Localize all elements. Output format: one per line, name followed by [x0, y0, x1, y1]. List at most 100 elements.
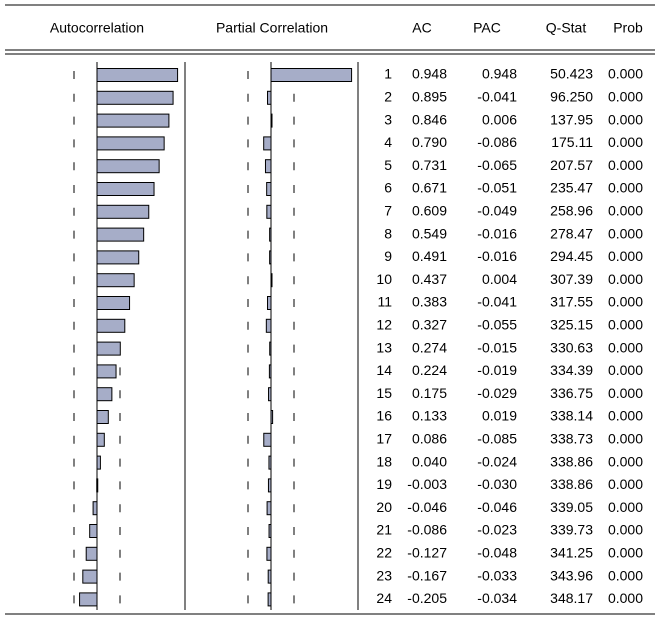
pac-bar [267, 592, 272, 607]
lag: 5 [384, 157, 392, 173]
pac-bar [266, 501, 272, 516]
lag: 13 [376, 339, 392, 355]
ac-bar [96, 296, 131, 310]
ac-value: 0.383 [412, 294, 447, 310]
pac-value: -0.029 [477, 385, 517, 401]
lag: 11 [377, 294, 392, 310]
pac-bar [270, 113, 273, 128]
lag: 9 [384, 248, 392, 264]
pac-bar [265, 318, 272, 333]
ac-bar [96, 364, 117, 379]
pac-value: -0.051 [477, 180, 517, 196]
pac-value: 0.004 [482, 271, 517, 287]
prob: 0.000 [608, 317, 643, 333]
ac-bar [96, 68, 179, 82]
lag: 16 [376, 408, 392, 424]
pac-bar [268, 455, 272, 470]
lag: 22 [376, 545, 392, 561]
ac-bar [96, 318, 126, 333]
pac-bar [269, 227, 272, 242]
prob: 0.000 [608, 339, 643, 355]
prob: 0.000 [608, 385, 643, 401]
pac-value: -0.048 [477, 545, 517, 561]
prob: 0.000 [608, 89, 643, 105]
ac-bar [96, 273, 135, 288]
lag: 3 [384, 111, 392, 127]
prob: 0.000 [608, 431, 643, 447]
q-stat: 339.73 [550, 522, 593, 538]
lag: 10 [376, 271, 392, 287]
pac-bar [266, 204, 272, 219]
prob: 0.000 [608, 499, 643, 515]
lag: 6 [384, 180, 392, 196]
prob: 0.000 [608, 590, 643, 606]
lag: 18 [376, 453, 392, 469]
pac-bar [270, 273, 273, 288]
q-stat: 278.47 [550, 225, 593, 241]
pac-bar [270, 410, 274, 424]
lag: 8 [384, 225, 392, 241]
ac-value: 0.948 [412, 66, 447, 82]
q-stat: 294.45 [550, 248, 593, 264]
ac-value: 0.846 [412, 111, 447, 127]
q-stat: 339.05 [550, 499, 593, 515]
pac-value: -0.023 [477, 522, 517, 538]
pac-value: -0.046 [477, 499, 517, 515]
ac-bar [96, 341, 121, 356]
prob: 0.000 [608, 545, 643, 561]
ac-bar [96, 90, 174, 105]
ac-value: 0.274 [412, 339, 447, 355]
lag: 21 [376, 522, 392, 538]
pac-value: -0.030 [477, 476, 517, 492]
ac-value: -0.003 [407, 476, 447, 492]
ac-bar [96, 227, 145, 242]
pac-bar [269, 341, 272, 356]
ac-value: 0.175 [412, 385, 447, 401]
ac-bar [89, 524, 98, 538]
pac-value: -0.086 [477, 134, 517, 150]
header: Prob [613, 20, 643, 36]
ac-value: 0.086 [412, 431, 447, 447]
ac-value: 0.040 [412, 453, 447, 469]
pac-value: 0.006 [482, 111, 517, 127]
prob: 0.000 [608, 567, 643, 583]
q-stat: 325.15 [550, 317, 593, 333]
header: AC [412, 20, 431, 36]
pac-bar [269, 250, 272, 265]
pac-value: -0.033 [477, 567, 517, 583]
pac-value: -0.055 [477, 317, 517, 333]
ac-value: -0.086 [407, 522, 447, 538]
lag: 12 [376, 317, 392, 333]
q-stat: 50.423 [550, 66, 593, 82]
prob: 0.000 [608, 294, 643, 310]
lag: 2 [384, 89, 392, 105]
ac-value: 0.549 [412, 225, 447, 241]
lag: 1 [384, 66, 392, 82]
header: Partial Correlation [216, 20, 328, 36]
lag: 24 [376, 590, 392, 606]
pac-value: -0.041 [477, 89, 517, 105]
prob: 0.000 [608, 408, 643, 424]
lag: 4 [384, 134, 392, 150]
pac-bar [268, 387, 272, 402]
ac-value: 0.731 [412, 157, 447, 173]
q-stat: 338.73 [550, 431, 593, 447]
q-stat: 341.25 [550, 545, 593, 561]
pac-bar [263, 136, 272, 151]
header: PAC [473, 20, 501, 36]
pac-bar [270, 68, 353, 82]
prob: 0.000 [608, 453, 643, 469]
header: Q-Stat [546, 20, 587, 36]
lag: 17 [376, 431, 392, 447]
pac-value: -0.041 [477, 294, 517, 310]
ac-bar [85, 546, 98, 561]
pac-value: -0.049 [477, 203, 517, 219]
ac-bar [96, 478, 99, 493]
pac-value: 0.948 [482, 66, 517, 82]
ac-value: 0.491 [412, 248, 447, 264]
prob: 0.000 [608, 271, 643, 287]
ac-bar [79, 592, 98, 607]
pac-bar [263, 432, 272, 447]
pac-value: -0.085 [477, 431, 517, 447]
